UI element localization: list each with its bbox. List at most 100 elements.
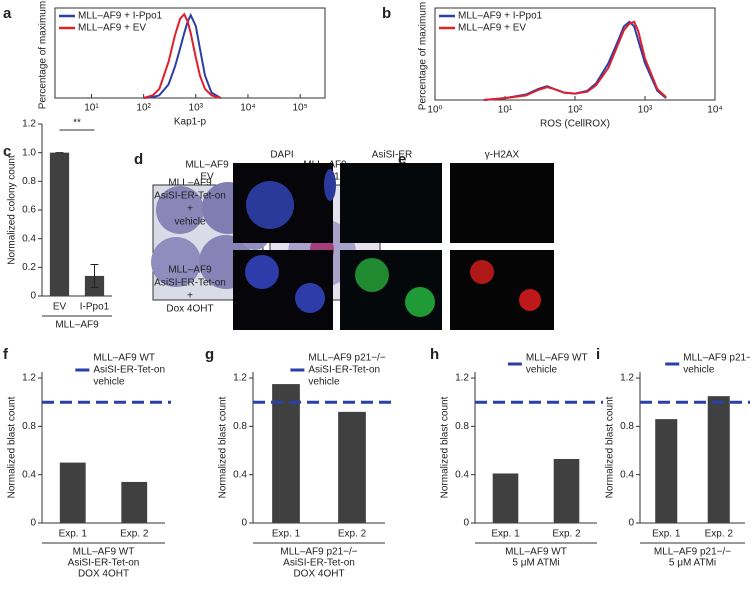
y-axis-label: Normalized blast count: [7, 396, 18, 498]
x-tick-label: Exp. 1: [272, 529, 301, 540]
panel-letter: h: [430, 346, 439, 363]
x-tick-label: 10¹: [84, 103, 99, 114]
y-tick-label: 0.8: [22, 176, 36, 187]
legend-label: MLL–AF9 p21−/−: [308, 353, 385, 364]
y-axis-label: Normalized blast count: [440, 396, 451, 498]
y-axis-label: Normalized colony count: [7, 155, 18, 265]
y-tick-label: 1.2: [620, 373, 634, 384]
group-label: MLL–AF9 WT: [505, 547, 567, 558]
row-label: +: [187, 204, 193, 215]
caption: EV: [200, 172, 214, 183]
x-tick-label: 10⁵: [292, 103, 307, 114]
y-tick-label: 0.4: [22, 233, 36, 244]
group-label: MLL–AF9 p21−/−: [280, 547, 357, 558]
group-label: 5 μM ATMi: [669, 558, 716, 569]
y-tick-label: 0.8: [455, 421, 469, 432]
group-label: AsiSI-ER-Tet-on: [283, 558, 355, 569]
legend-label: MLL–AF9 + I-Ppo1: [78, 11, 163, 22]
group-label: DOX 4OHT: [293, 569, 344, 580]
x-tick-label: EV: [53, 302, 67, 313]
column-label: AsiSI-ER: [372, 150, 413, 161]
bar: [707, 396, 730, 523]
bar: [492, 473, 519, 523]
bar: [49, 152, 70, 296]
y-tick-label: 0.6: [22, 205, 36, 216]
x-tick-label: 10¹: [498, 105, 513, 116]
x-tick-label: Exp. 1: [491, 529, 520, 540]
legend-label: MLL–AF9 p21−/−: [683, 353, 750, 364]
panel-letter: a: [3, 5, 12, 22]
bar: [338, 411, 366, 523]
error-bar: [90, 263, 99, 288]
row-label: AsiSI-ER-Tet-on: [154, 191, 226, 202]
legend-label: vehicle: [93, 377, 125, 388]
y-tick-label: 1.0: [22, 147, 36, 158]
y-tick-label: 1.2: [22, 373, 36, 384]
panel-letter: i: [596, 346, 600, 363]
bar: [121, 481, 148, 523]
legend-label: AsiSI-ER-Tet-on: [308, 365, 380, 376]
y-tick-label: 0.4: [233, 469, 247, 480]
x-tick-label: Exp. 2: [120, 529, 149, 540]
legend-label: MLL–AF9 WT: [93, 353, 155, 364]
row-label: MLL–AF9: [168, 178, 212, 189]
x-tick-label: Exp. 2: [552, 529, 581, 540]
y-tick-label: 1.2: [455, 373, 469, 384]
y-axis-label: Normalized blast count: [605, 396, 616, 498]
curve: [143, 12, 221, 99]
micrograph: [233, 163, 554, 330]
x-axis-label: Kap1-p: [174, 117, 207, 128]
significance: **: [73, 118, 81, 129]
x-tick-label: Exp. 1: [652, 529, 681, 540]
x-tick-label: 10³: [638, 105, 653, 116]
legend-label: vehicle: [683, 365, 715, 376]
x-tick-label: Exp. 2: [338, 529, 367, 540]
group-label: MLL–AF9 WT: [73, 547, 135, 558]
y-tick-label: 0: [241, 518, 247, 529]
y-tick-label: 0: [463, 518, 469, 529]
group-label: MLL–AF9: [55, 320, 99, 331]
panel-letter: g: [205, 346, 214, 363]
group-label: 5 μM ATMi: [512, 558, 559, 569]
legend-label: MLL–AF9 + EV: [78, 23, 146, 34]
y-tick-label: 0.8: [22, 421, 36, 432]
y-tick-label: 0: [628, 518, 634, 529]
row-label: +: [187, 291, 193, 302]
panel-letter: b: [382, 5, 391, 22]
x-tick-label: 10²: [568, 105, 583, 116]
row-label: MLL–AF9: [168, 265, 212, 276]
panel-letter: d: [134, 151, 143, 168]
panel-letter: f: [3, 346, 9, 363]
group-label: MLL–AF9 p21−/−: [654, 547, 731, 558]
row-label: vehicle: [174, 217, 206, 228]
x-tick-label: 10⁴: [707, 105, 722, 116]
bar: [59, 462, 86, 523]
panel-letter: e: [398, 151, 406, 168]
bar: [553, 458, 580, 523]
y-tick-label: 0.2: [22, 262, 36, 273]
x-tick-label: 10⁰: [427, 105, 442, 116]
y-axis-label: Percentage of maximum: [418, 2, 429, 110]
bar: [655, 419, 678, 523]
y-tick-label: 0.4: [455, 469, 469, 480]
column-label: DAPI: [270, 150, 293, 161]
y-tick-label: 1.2: [233, 373, 247, 384]
y-tick-label: 0: [30, 291, 36, 302]
x-tick-label: I-Ppo1: [80, 302, 110, 313]
x-tick-label: 10⁴: [240, 103, 255, 114]
group-label: AsiSI-ER-Tet-on: [68, 558, 140, 569]
y-tick-label: 0: [30, 518, 36, 529]
y-tick-label: 1.2: [22, 119, 36, 130]
legend-label: MLL–AF9 + EV: [458, 23, 526, 34]
legend-label: MLL–AF9 + I-Ppo1: [458, 11, 543, 22]
row-label: AsiSI-ER-Tet-on: [154, 278, 226, 289]
column-label: γ-H2AX: [485, 150, 520, 161]
row-label: Dox 4OHT: [166, 304, 213, 315]
panel-letter: c: [3, 143, 11, 160]
legend-label: AsiSI-ER-Tet-on: [93, 365, 165, 376]
x-tick-label: Exp. 1: [59, 529, 88, 540]
legend-label: MLL–AF9 WT: [526, 353, 588, 364]
y-tick-label: 0.8: [233, 421, 247, 432]
legend-label: vehicle: [526, 365, 558, 376]
